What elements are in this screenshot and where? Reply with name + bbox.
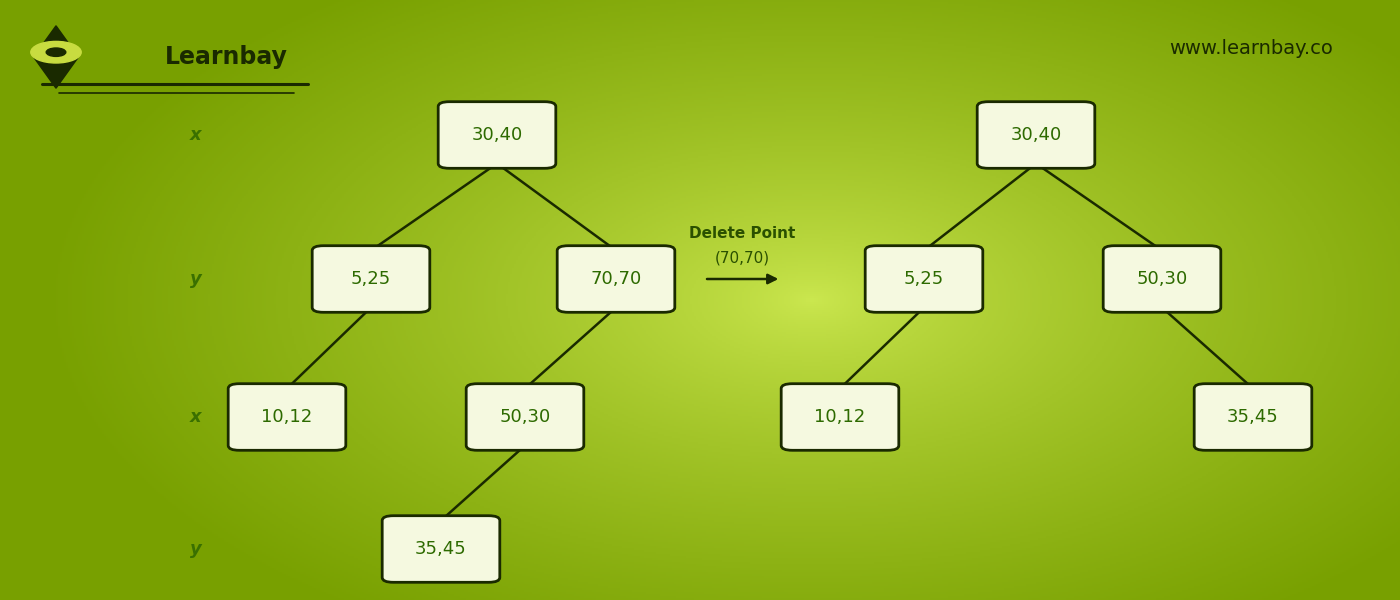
FancyBboxPatch shape: [466, 384, 584, 450]
Text: Learnbay: Learnbay: [165, 45, 288, 69]
FancyBboxPatch shape: [228, 384, 346, 450]
Text: www.learnbay.co: www.learnbay.co: [1169, 38, 1333, 58]
FancyBboxPatch shape: [438, 101, 556, 168]
Text: 50,30: 50,30: [1137, 270, 1187, 288]
Text: 70,70: 70,70: [591, 270, 641, 288]
Text: 10,12: 10,12: [815, 408, 865, 426]
Text: 30,40: 30,40: [472, 126, 522, 144]
Text: 35,45: 35,45: [416, 540, 466, 558]
Circle shape: [46, 48, 66, 56]
Text: 5,25: 5,25: [904, 270, 944, 288]
FancyBboxPatch shape: [312, 246, 430, 312]
Text: 10,12: 10,12: [262, 408, 312, 426]
Text: 30,40: 30,40: [1011, 126, 1061, 144]
Text: 50,30: 50,30: [500, 408, 550, 426]
Text: x: x: [190, 126, 202, 144]
Text: Delete Point: Delete Point: [689, 226, 795, 241]
Text: y: y: [190, 540, 202, 558]
Text: 5,25: 5,25: [351, 270, 391, 288]
FancyBboxPatch shape: [865, 246, 983, 312]
Circle shape: [31, 41, 81, 63]
Text: y: y: [190, 270, 202, 288]
Text: 35,45: 35,45: [1228, 408, 1278, 426]
FancyBboxPatch shape: [781, 384, 899, 450]
FancyBboxPatch shape: [557, 246, 675, 312]
Text: x: x: [190, 408, 202, 426]
FancyBboxPatch shape: [1103, 246, 1221, 312]
Polygon shape: [34, 26, 78, 88]
FancyBboxPatch shape: [1194, 384, 1312, 450]
FancyBboxPatch shape: [977, 101, 1095, 168]
FancyBboxPatch shape: [382, 515, 500, 582]
Text: (70,70): (70,70): [714, 251, 770, 265]
